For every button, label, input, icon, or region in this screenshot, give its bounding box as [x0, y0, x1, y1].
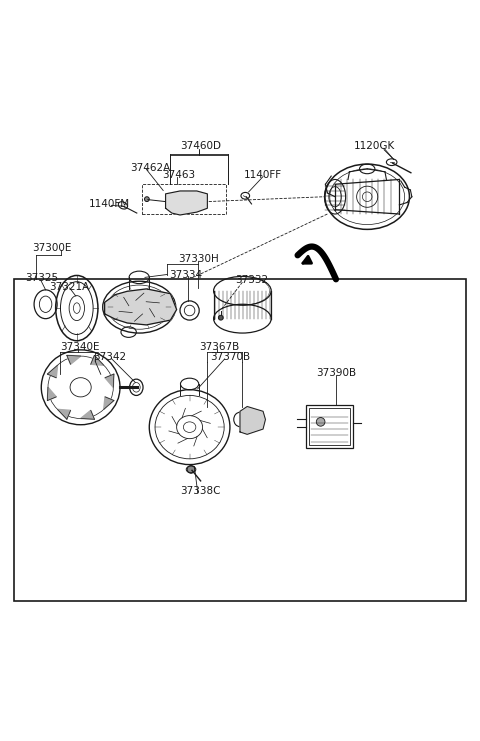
Text: 37460D: 37460D: [180, 141, 221, 151]
Text: 1140FF: 1140FF: [244, 170, 282, 179]
Text: 1120GK: 1120GK: [354, 141, 396, 151]
Polygon shape: [48, 365, 58, 378]
Circle shape: [144, 197, 149, 202]
Text: 37321A: 37321A: [49, 282, 89, 291]
Text: 37340E: 37340E: [60, 342, 99, 353]
Polygon shape: [58, 409, 71, 419]
Polygon shape: [81, 411, 95, 419]
Text: 37463: 37463: [162, 170, 195, 179]
Text: 37462A: 37462A: [131, 163, 171, 173]
Text: 37367B: 37367B: [199, 342, 240, 353]
Circle shape: [218, 316, 223, 320]
Text: 37334: 37334: [169, 270, 202, 279]
Bar: [142, 185, 226, 214]
Polygon shape: [91, 356, 104, 365]
Circle shape: [187, 465, 195, 473]
Polygon shape: [240, 407, 265, 434]
Text: 37332: 37332: [235, 275, 268, 285]
Text: 37300E: 37300E: [33, 242, 72, 253]
FancyBboxPatch shape: [14, 279, 466, 601]
Circle shape: [183, 198, 190, 205]
Bar: [309, 408, 350, 445]
Bar: [306, 405, 353, 448]
Text: 37325: 37325: [25, 273, 58, 283]
Polygon shape: [105, 374, 114, 388]
Circle shape: [180, 196, 192, 207]
Text: 37330H: 37330H: [179, 254, 219, 264]
Circle shape: [316, 417, 325, 426]
Polygon shape: [104, 397, 114, 409]
Text: 37370B: 37370B: [210, 352, 251, 362]
Polygon shape: [166, 191, 207, 215]
Polygon shape: [67, 356, 81, 365]
Polygon shape: [105, 289, 177, 325]
Text: 37338C: 37338C: [180, 486, 221, 496]
Text: 1140FM: 1140FM: [89, 199, 131, 209]
Polygon shape: [48, 388, 56, 401]
Text: 37342: 37342: [94, 352, 127, 362]
Text: 37390B: 37390B: [316, 368, 356, 379]
